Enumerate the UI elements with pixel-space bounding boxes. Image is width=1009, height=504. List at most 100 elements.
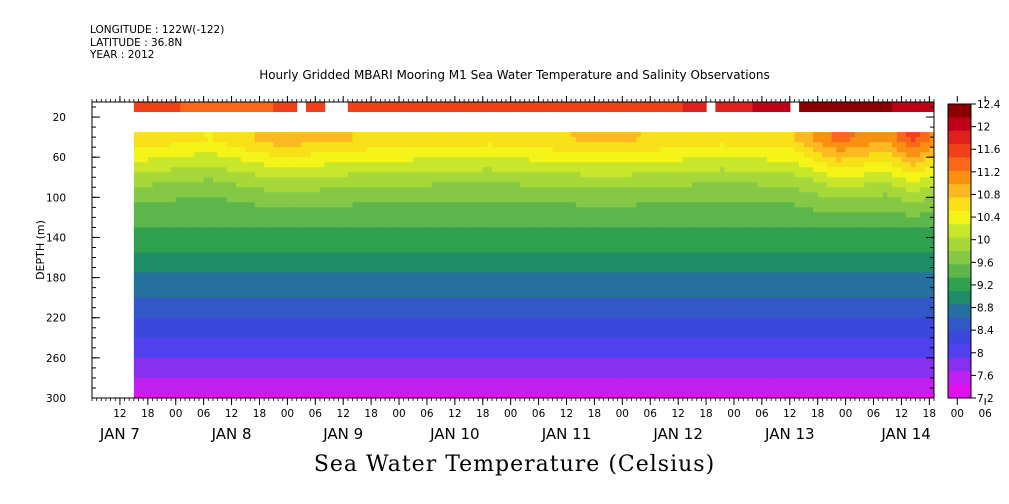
field-cell [231, 352, 237, 359]
field-cell [547, 267, 554, 274]
field-cell [468, 227, 475, 234]
field-cell [152, 317, 158, 324]
field-cell [543, 302, 549, 309]
field-cell [440, 372, 447, 379]
field-cell [385, 202, 391, 208]
field-cell [552, 222, 558, 229]
field-cell [557, 172, 563, 178]
field-cell [468, 192, 475, 198]
field-cell [250, 262, 256, 269]
field-cell [515, 187, 521, 193]
field-cell [236, 357, 242, 364]
field-cell [492, 357, 498, 364]
field-cell [426, 342, 433, 349]
field-cell [231, 392, 237, 398]
field-cell [454, 242, 461, 249]
field-cell [394, 322, 400, 329]
field-cell [385, 237, 391, 244]
field-cell [347, 372, 354, 379]
field-cell [422, 212, 428, 218]
field-cell [287, 297, 293, 304]
field-cell [478, 147, 484, 153]
field-cell [473, 157, 479, 163]
field-cell [357, 152, 363, 158]
field-cell [445, 382, 451, 389]
field-cell [217, 352, 223, 359]
field-cell [287, 392, 293, 398]
field-cell [287, 237, 293, 244]
field-cell [236, 382, 242, 389]
field-cell [259, 157, 265, 163]
field-cell [236, 352, 242, 359]
field-cell [208, 242, 214, 249]
field-cell [133, 332, 140, 339]
field-cell [426, 322, 433, 329]
field-cell [399, 257, 405, 264]
field-cell [478, 292, 484, 299]
field-cell [403, 157, 409, 163]
field-cell [496, 382, 502, 389]
field-cell [189, 347, 195, 354]
field-cell [389, 242, 395, 249]
field-cell [417, 232, 423, 239]
field-cell [524, 227, 530, 234]
field-cell [175, 167, 181, 173]
field-cell [366, 387, 372, 394]
field-cell [319, 167, 326, 173]
field-cell [380, 222, 386, 229]
field-cell [161, 292, 168, 299]
field-cell [319, 132, 326, 138]
field-cell [375, 312, 382, 319]
field-cell [175, 292, 181, 299]
field-cell [426, 277, 433, 284]
field-cell [189, 157, 195, 163]
field-cell [343, 217, 349, 224]
field-cell [422, 347, 428, 354]
field-cell [468, 387, 475, 394]
field-cell [296, 287, 302, 294]
field-cell [198, 362, 205, 369]
field-cell [222, 187, 228, 193]
field-cell [133, 357, 140, 364]
field-cell [282, 282, 288, 289]
field-cell [450, 212, 456, 218]
surface-cell [161, 102, 168, 113]
field-cell [482, 337, 489, 344]
field-cell [543, 232, 549, 239]
field-cell [208, 202, 214, 208]
field-cell [301, 137, 307, 143]
field-cell [292, 367, 298, 374]
field-cell [468, 222, 475, 229]
field-cell [194, 177, 200, 183]
field-cell [366, 272, 372, 279]
field-cell [399, 162, 405, 168]
field-cell [450, 337, 456, 344]
field-cell [231, 142, 237, 148]
field-cell [305, 262, 312, 269]
field-cell [403, 152, 409, 158]
field-cell [310, 222, 316, 229]
field-cell [347, 277, 354, 284]
field-cell [319, 362, 326, 369]
field-cell [445, 202, 451, 208]
field-cell [282, 202, 288, 208]
field-cell [161, 222, 168, 229]
field-cell [547, 172, 554, 178]
field-cell [222, 172, 228, 178]
field-cell [222, 192, 228, 198]
field-cell [152, 342, 158, 349]
field-cell [543, 257, 549, 264]
field-cell [399, 287, 405, 294]
field-cell [212, 257, 219, 264]
field-cell [152, 282, 158, 289]
field-cell [212, 297, 219, 304]
field-cell [157, 322, 163, 329]
field-cell [175, 277, 181, 284]
field-cell [133, 272, 140, 279]
field-cell [524, 277, 530, 284]
field-cell [133, 232, 140, 239]
field-cell [250, 317, 256, 324]
field-cell [538, 317, 544, 324]
field-cell [552, 137, 558, 143]
field-cell [236, 167, 242, 173]
